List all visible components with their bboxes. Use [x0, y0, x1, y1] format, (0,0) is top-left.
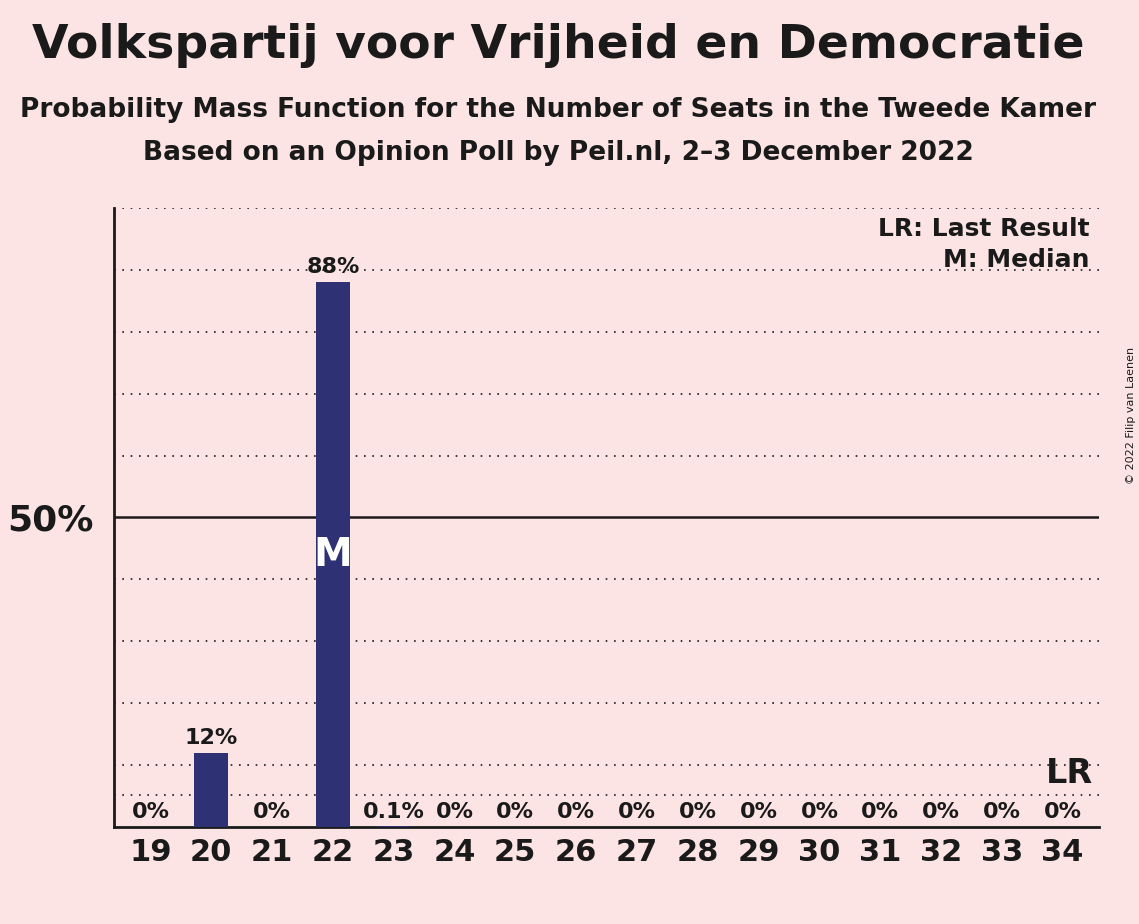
- Text: LR: Last Result: LR: Last Result: [878, 217, 1089, 241]
- Text: 0%: 0%: [801, 802, 838, 822]
- Text: 88%: 88%: [306, 257, 360, 277]
- Text: M: M: [313, 536, 352, 574]
- Bar: [317, 282, 350, 827]
- Text: LR: LR: [1046, 757, 1093, 790]
- Text: Volkspartij voor Vrijheid en Democratie: Volkspartij voor Vrijheid en Democratie: [32, 23, 1084, 68]
- Text: 0%: 0%: [618, 802, 656, 822]
- Text: 0%: 0%: [131, 802, 170, 822]
- Text: 0%: 0%: [1043, 802, 1082, 822]
- Text: Based on an Opinion Poll by Peil.nl, 2–3 December 2022: Based on an Opinion Poll by Peil.nl, 2–3…: [142, 140, 974, 166]
- Text: 0%: 0%: [435, 802, 474, 822]
- Text: 0%: 0%: [253, 802, 292, 822]
- Text: 0%: 0%: [739, 802, 778, 822]
- Text: 12%: 12%: [185, 728, 238, 748]
- Text: 0%: 0%: [557, 802, 595, 822]
- Text: 0%: 0%: [861, 802, 899, 822]
- Text: 0%: 0%: [679, 802, 716, 822]
- Text: 0.1%: 0.1%: [362, 802, 425, 822]
- Text: Probability Mass Function for the Number of Seats in the Tweede Kamer: Probability Mass Function for the Number…: [21, 97, 1096, 123]
- Text: M: Median: M: Median: [943, 249, 1089, 273]
- Text: 0%: 0%: [983, 802, 1021, 822]
- Text: 0%: 0%: [497, 802, 534, 822]
- Bar: [195, 753, 228, 827]
- Text: © 2022 Filip van Laenen: © 2022 Filip van Laenen: [1126, 347, 1136, 484]
- Text: 0%: 0%: [921, 802, 960, 822]
